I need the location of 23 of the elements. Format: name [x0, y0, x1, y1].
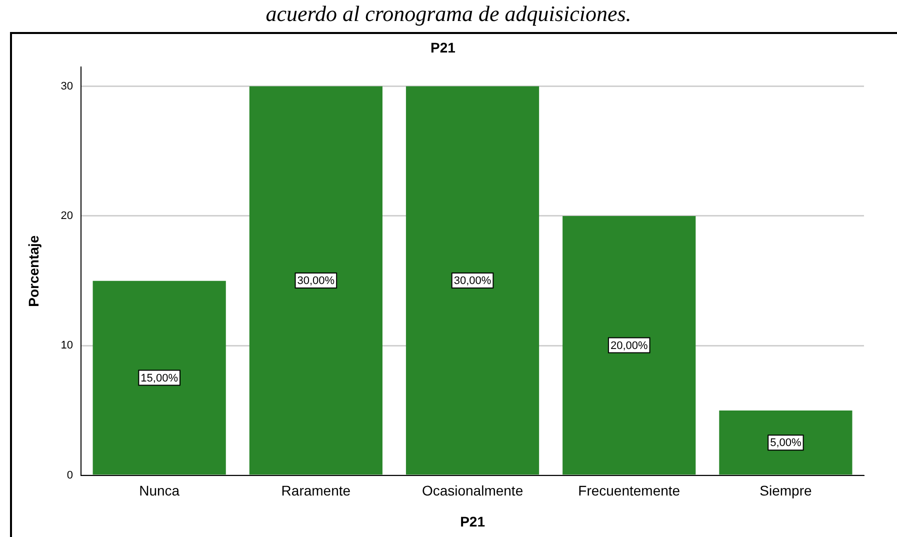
text: acuerdo al cronograma de adquisiciones. [264, 0, 632, 28]
x-tick-label: Ocasionalmente [422, 482, 524, 499]
bar [719, 410, 852, 475]
x-tick-label: Siempre [760, 482, 812, 499]
bar [249, 86, 382, 475]
x-axis-title: P21 [460, 513, 486, 530]
data-label: 30,00% [454, 274, 492, 287]
x-tick-label: Raramente [281, 482, 351, 499]
x-tick-label: Frecuentemente [578, 482, 680, 499]
y-tick-label: 30 [60, 80, 74, 92]
data-label: 5,00% [770, 437, 802, 450]
x-tick-label: Nunca [139, 482, 180, 499]
bar [562, 216, 696, 475]
chart-title: P21 [430, 39, 456, 56]
bar [92, 280, 226, 475]
data-label: 30,00% [297, 274, 335, 287]
y-tick-label: 10 [60, 340, 74, 352]
y-tick-label: 20 [60, 210, 74, 222]
y-tick-label: 0 [66, 469, 74, 482]
data-label: 15,00% [140, 372, 178, 384]
y-axis-title: Porcentaje [25, 235, 42, 307]
bar [406, 86, 540, 475]
data-label: 20,00% [610, 340, 648, 352]
